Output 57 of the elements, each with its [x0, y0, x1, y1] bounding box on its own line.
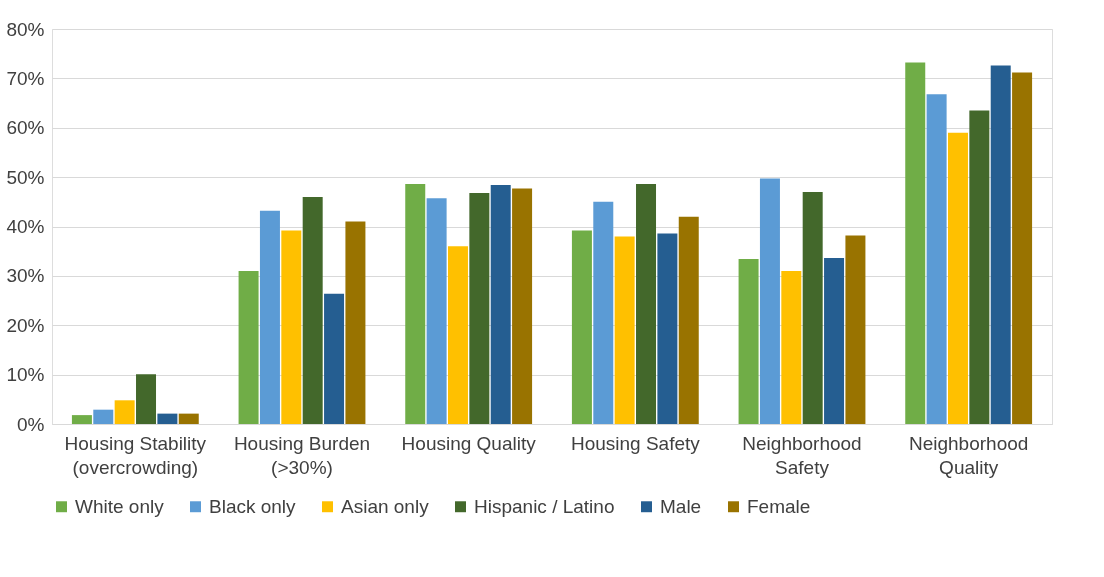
- bar: [678, 216, 699, 424]
- x-tick-label: Neighborhood Safety: [742, 432, 862, 478]
- bar: [114, 400, 135, 424]
- y-tick-label: 70%: [6, 67, 45, 89]
- bar: [281, 230, 302, 424]
- bar: [1012, 72, 1033, 424]
- x-tick-label: Neighborhood Quality: [908, 432, 1029, 478]
- bar: [512, 188, 533, 424]
- bar: [824, 258, 845, 424]
- y-tick-label: 80%: [6, 18, 45, 40]
- bar: [781, 270, 802, 424]
- bar: [324, 293, 345, 424]
- bar: [178, 413, 199, 424]
- bar: [593, 201, 614, 424]
- y-tick-label: 10%: [6, 364, 45, 386]
- legend-label: Black only: [209, 495, 297, 517]
- y-tick-label: 40%: [6, 216, 45, 237]
- legend-label: White only: [75, 495, 165, 517]
- bar: [93, 409, 114, 424]
- y-tick-label: 60%: [6, 117, 45, 139]
- x-tick-label: Housing Burden (>30%): [233, 432, 371, 478]
- y-tick-label: 20%: [6, 314, 45, 336]
- bar: [845, 235, 866, 424]
- bar: [447, 246, 468, 424]
- x-tick-label: Housing Stability (overcrowding): [64, 432, 207, 478]
- y-tick-label: 50%: [6, 166, 45, 188]
- bar: [157, 413, 178, 424]
- bar: [990, 65, 1011, 424]
- bar: [802, 191, 823, 424]
- x-tick-label: Housing Safety: [570, 432, 701, 454]
- bar: [469, 192, 490, 424]
- bar: [136, 374, 157, 424]
- bar: [259, 210, 280, 424]
- bar: [636, 184, 657, 424]
- bar: [238, 270, 259, 424]
- legend-label: Female: [747, 495, 811, 517]
- y-tick-label: 0%: [17, 413, 45, 435]
- legend-label: Asian only: [341, 495, 430, 517]
- bar: [657, 233, 678, 424]
- x-tick-label: Housing Quality: [401, 432, 537, 454]
- bar: [926, 94, 947, 424]
- y-tick-label: 30%: [6, 265, 45, 287]
- legend-label: Hispanic / Latino: [474, 495, 615, 517]
- bar: [426, 198, 447, 424]
- bar: [969, 110, 990, 424]
- bar: [759, 178, 780, 424]
- bar: [738, 259, 759, 424]
- bar: [405, 184, 426, 424]
- bar: [345, 221, 366, 424]
- bar: [71, 415, 92, 424]
- bar: [905, 62, 926, 424]
- bar: [490, 185, 511, 424]
- bar: [302, 196, 323, 424]
- legend-label: Male: [660, 495, 702, 517]
- bar: [614, 236, 635, 424]
- bar: [947, 132, 968, 424]
- bar: [571, 230, 592, 424]
